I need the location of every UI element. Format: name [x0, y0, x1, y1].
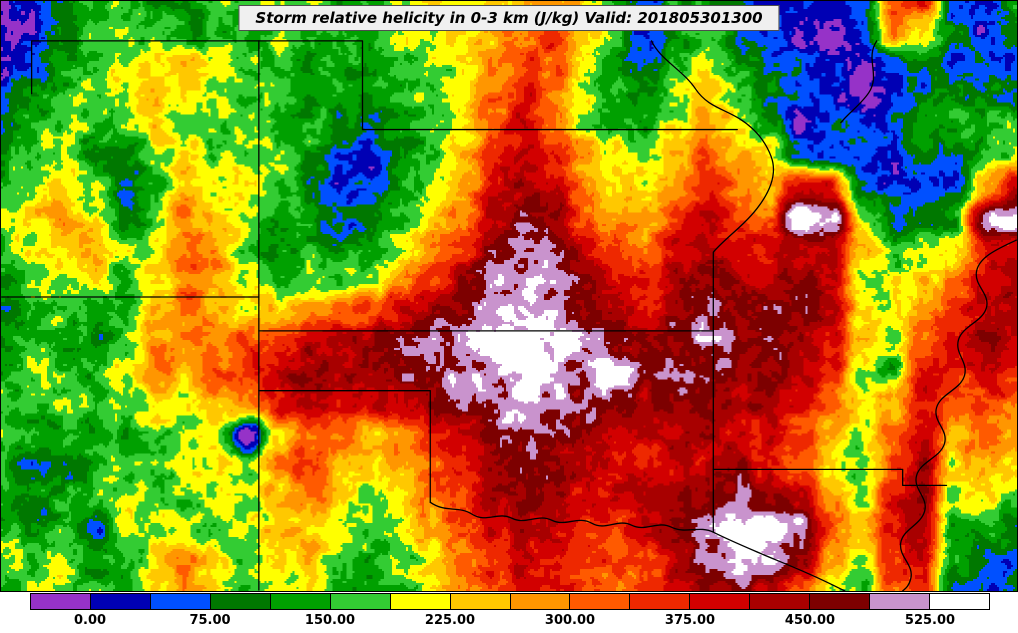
- map-title-box: Storm relative helicity in 0-3 km (J/kg)…: [238, 5, 780, 31]
- helicity-field-canvas: [1, 1, 1017, 591]
- colorbar-tick-label: 450.00: [784, 613, 836, 628]
- colorbar-tick-label: 300.00: [544, 613, 596, 628]
- colorbar-segment: [810, 594, 871, 609]
- colorbar-segment: [330, 594, 391, 609]
- colorbar-segment: [930, 594, 989, 609]
- colorbar-tick-label: 75.00: [189, 613, 231, 628]
- map-area: Storm relative helicity in 0-3 km (J/kg)…: [0, 0, 1018, 592]
- colorbar-segment: [510, 594, 571, 609]
- colorbar-segment: [270, 594, 331, 609]
- map-title: Storm relative helicity in 0-3 km (J/kg)…: [255, 9, 763, 27]
- colorbar-segment: [630, 594, 691, 609]
- colorbar-tick-label: 150.00: [304, 613, 356, 628]
- colorbar-segment: [750, 594, 811, 609]
- colorbar: 0.00 75.00 150.00 225.00 300.00 375.00 450.00 5…: [30, 593, 990, 633]
- colorbar-tick-label: 525.00: [904, 613, 956, 628]
- colorbar-segment: [450, 594, 511, 609]
- colorbar-cells: [30, 593, 990, 610]
- colorbar-segment: [31, 594, 91, 609]
- colorbar-segment: [870, 594, 931, 609]
- colorbar-segment: [390, 594, 451, 609]
- colorbar-tick-label: 375.00: [664, 613, 716, 628]
- colorbar-segment: [90, 594, 151, 609]
- colorbar-tick-label: 0.00: [73, 613, 107, 628]
- colorbar-segment: [570, 594, 631, 609]
- colorbar-tick-label: 225.00: [424, 613, 476, 628]
- colorbar-segment: [210, 594, 271, 609]
- colorbar-labels: 0.00 75.00 150.00 225.00 300.00 375.00 450.00 5…: [30, 611, 990, 631]
- colorbar-segment: [690, 594, 751, 609]
- colorbar-segment: [150, 594, 211, 609]
